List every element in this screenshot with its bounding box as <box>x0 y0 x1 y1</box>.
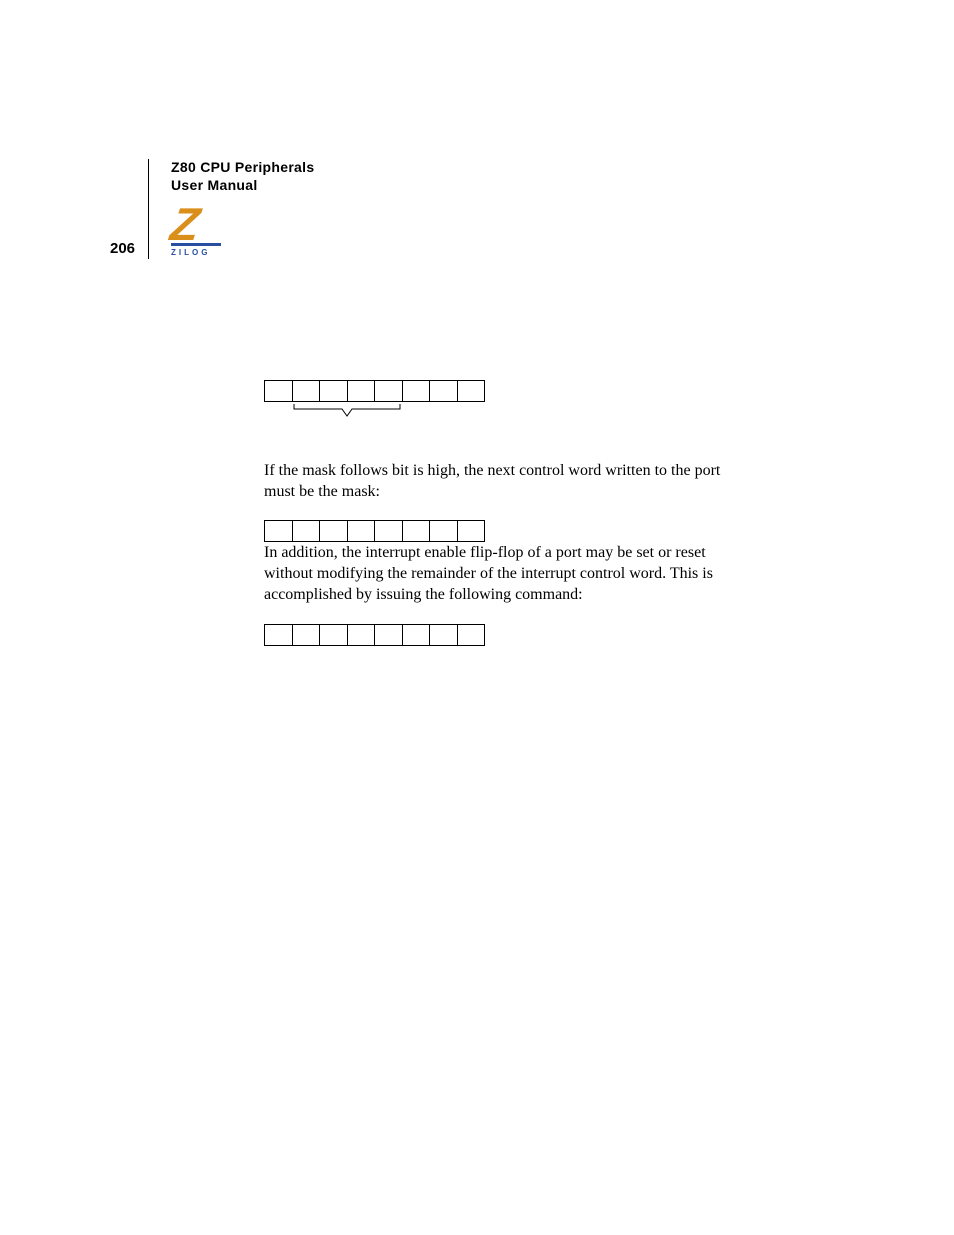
bit-cell <box>375 625 403 645</box>
bit-cell <box>403 625 431 645</box>
bit-cell <box>265 381 293 401</box>
bit-cell <box>458 381 485 401</box>
bit-table-3 <box>264 624 485 646</box>
page-number: 206 <box>110 240 135 257</box>
bit-table-2 <box>264 520 485 542</box>
page-content: If the mask follows bit is high, the nex… <box>264 380 754 646</box>
bit-cell <box>430 381 458 401</box>
bit-cell <box>348 521 376 541</box>
page-header: Z80 CPU Peripherals User Manual Z ZILOG <box>148 159 314 259</box>
bit-cell <box>348 381 376 401</box>
bit-table-1 <box>264 380 485 402</box>
bit-cell <box>320 625 348 645</box>
paragraph-1: If the mask follows bit is high, the nex… <box>264 460 754 502</box>
bit-cell <box>265 625 293 645</box>
bit-cell <box>430 625 458 645</box>
bit-cell <box>320 381 348 401</box>
bit-cell <box>348 625 376 645</box>
bit-cell <box>293 521 321 541</box>
bit-cell <box>430 521 458 541</box>
zilog-logo: Z ZILOG <box>171 204 314 257</box>
bit-cell <box>403 381 431 401</box>
doc-title-line1: Z80 CPU Peripherals <box>171 159 314 177</box>
bit-cell <box>375 381 403 401</box>
bit-cell <box>293 381 321 401</box>
paragraph-2: In addition, the interrupt enable flip-f… <box>264 542 754 605</box>
brace-icon <box>292 402 402 420</box>
bit-cell <box>375 521 403 541</box>
doc-title-line2: User Manual <box>171 177 314 195</box>
bit-cell <box>403 521 431 541</box>
bit-cell <box>293 625 321 645</box>
bit-cell <box>265 521 293 541</box>
bit-cell <box>458 625 485 645</box>
bit-cell <box>320 521 348 541</box>
bit-cell <box>458 521 485 541</box>
logo-letter-icon: Z <box>168 204 202 245</box>
